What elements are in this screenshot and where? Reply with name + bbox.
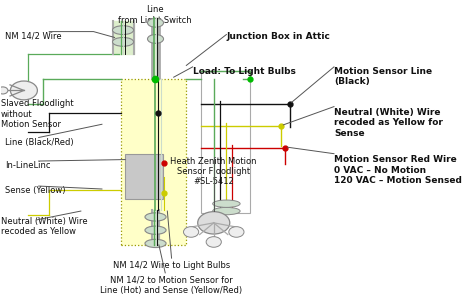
Ellipse shape <box>145 239 166 247</box>
Circle shape <box>229 227 244 237</box>
Text: Neutral (White) Wire
recoded as Yellow for
Sense: Neutral (White) Wire recoded as Yellow f… <box>334 108 443 138</box>
Text: Motion Sensor Red Wire
0 VAC – No Motion
120 VAC – Motion Sensed: Motion Sensor Red Wire 0 VAC – No Motion… <box>334 155 462 185</box>
Circle shape <box>198 212 230 234</box>
Circle shape <box>0 87 8 94</box>
Text: NM 14/2 Wire: NM 14/2 Wire <box>5 32 62 40</box>
Text: Slaved Floodlight
without
Motion Sensor: Slaved Floodlight without Motion Sensor <box>0 99 73 129</box>
Ellipse shape <box>145 213 166 221</box>
Ellipse shape <box>147 18 164 27</box>
Text: Line
from Light Switch: Line from Light Switch <box>118 5 191 25</box>
Ellipse shape <box>112 38 134 46</box>
Ellipse shape <box>213 200 240 207</box>
Text: Neutral (White) Wire
recoded as Yellow: Neutral (White) Wire recoded as Yellow <box>0 217 87 236</box>
Circle shape <box>10 81 37 100</box>
Text: Sense (Yellow): Sense (Yellow) <box>5 186 65 195</box>
Text: Junction Box in Attic: Junction Box in Attic <box>227 32 330 40</box>
Ellipse shape <box>213 207 240 215</box>
Polygon shape <box>125 154 163 199</box>
Text: Load: To Light Bulbs: Load: To Light Bulbs <box>192 67 295 76</box>
Text: NM 14/2 Wire to Light Bulbs: NM 14/2 Wire to Light Bulbs <box>113 261 230 270</box>
Text: In-LineLinc: In-LineLinc <box>5 161 50 170</box>
Text: Motion Sensor Line
(Black): Motion Sensor Line (Black) <box>334 67 432 86</box>
Ellipse shape <box>147 34 164 43</box>
Text: Line (Black/Red): Line (Black/Red) <box>5 137 73 146</box>
Text: Heath Zenith Motion
Sensor Floodlight
#SL-5412: Heath Zenith Motion Sensor Floodlight #S… <box>171 157 257 186</box>
Ellipse shape <box>112 26 134 34</box>
Polygon shape <box>201 71 250 212</box>
Circle shape <box>206 237 221 247</box>
Circle shape <box>183 227 199 237</box>
Polygon shape <box>121 79 186 245</box>
Ellipse shape <box>145 226 166 234</box>
Text: NM 14/2 to Motion Sensor for
Line (Hot) and Sense (Yellow/Red): NM 14/2 to Motion Sensor for Line (Hot) … <box>100 276 243 295</box>
